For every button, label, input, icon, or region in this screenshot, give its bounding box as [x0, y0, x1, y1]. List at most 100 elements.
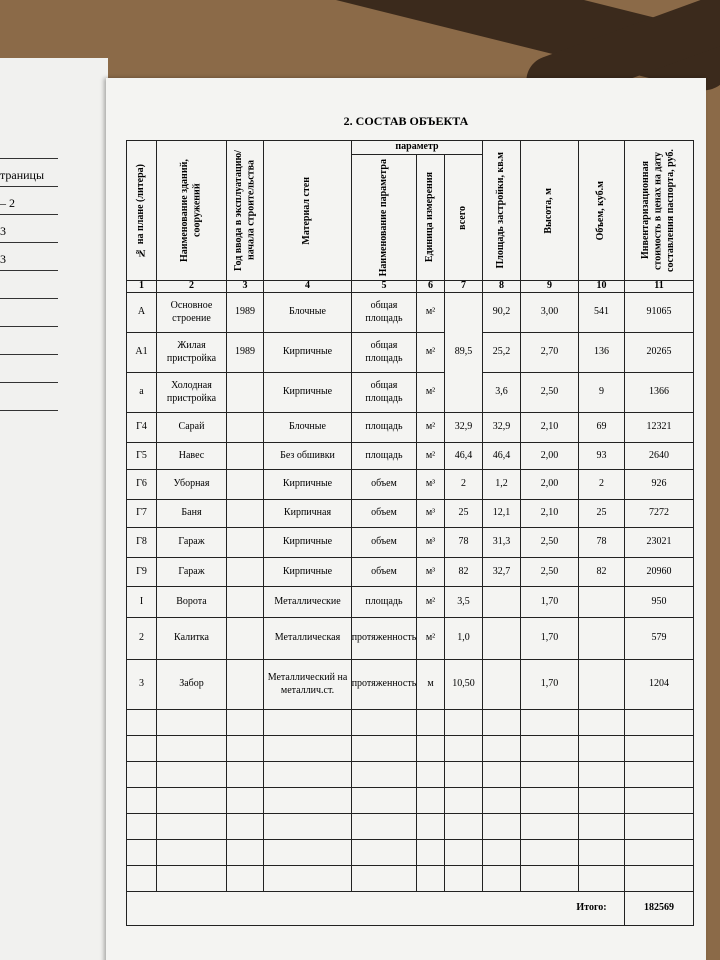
table-cell: протяженность: [351, 617, 417, 660]
table-cell: 926: [624, 469, 694, 500]
table-cell: 32,9: [444, 412, 483, 443]
table-cell: 2,50: [520, 557, 579, 587]
table-cell: 78: [444, 527, 483, 558]
empty-cell: [624, 735, 694, 762]
table-cell: Холодная пристройка: [156, 372, 227, 413]
left-page-text: траницы: [0, 168, 45, 182]
column-header: Единица измерения: [416, 154, 445, 281]
column-header-text: Единица измерения: [424, 172, 436, 263]
table-cell: м³: [416, 557, 445, 587]
rule: [0, 326, 58, 327]
empty-cell: [444, 761, 483, 788]
table-cell: Без обшивки: [263, 442, 352, 470]
total-label: Итого:: [576, 902, 607, 914]
empty-cell: [416, 839, 445, 866]
rule: [0, 186, 58, 187]
empty-cell: [156, 813, 227, 840]
empty-cell: [351, 761, 417, 788]
table-cell: Кирпичные: [263, 469, 352, 500]
table-cell: протяженность: [351, 659, 417, 710]
rule: [0, 214, 58, 215]
column-header: всего: [444, 154, 483, 281]
table-cell: 2: [444, 469, 483, 500]
left-page-text: – 2: [0, 196, 15, 210]
table-cell: 541: [578, 292, 625, 333]
empty-cell: [156, 735, 227, 762]
table-cell: Г7: [126, 499, 157, 528]
table-cell: [226, 617, 264, 660]
table-cell: 82: [444, 557, 483, 587]
empty-cell: [482, 761, 521, 788]
table-cell: 1,70: [520, 617, 579, 660]
table-cell: 93: [578, 442, 625, 470]
empty-cell: [351, 865, 417, 892]
empty-cell: [263, 735, 352, 762]
table-cell: 91065: [624, 292, 694, 333]
table-cell: 1,70: [520, 659, 579, 710]
empty-cell: [156, 761, 227, 788]
empty-cell: [444, 709, 483, 736]
table-cell: 69: [578, 412, 625, 443]
table-cell: площадь: [351, 586, 417, 618]
table-cell: А: [126, 292, 157, 333]
rule: [0, 298, 58, 299]
table-cell: 2: [578, 469, 625, 500]
table-cell: объем: [351, 527, 417, 558]
table-cell: Металлическая: [263, 617, 352, 660]
column-header: № на плане (литера): [126, 140, 157, 281]
table-cell: 20265: [624, 332, 694, 373]
table-cell: 46,4: [482, 442, 521, 470]
table-cell: Основное строение: [156, 292, 227, 333]
empty-cell: [226, 709, 264, 736]
table-cell: Гараж: [156, 557, 227, 587]
table-cell: Г4: [126, 412, 157, 443]
table-cell: Г8: [126, 527, 157, 558]
rule: [0, 382, 58, 383]
column-header: Год ввода в эксплуатацию/начала строител…: [226, 140, 264, 281]
table-cell: Баня: [156, 499, 227, 528]
empty-cell: [444, 787, 483, 814]
table-cell: м²: [416, 586, 445, 618]
table-cell: 1,0: [444, 617, 483, 660]
table-cell: 1,2: [482, 469, 521, 500]
table-cell: I: [126, 586, 157, 618]
table-cell: 9: [578, 372, 625, 413]
table-cell: Кирпичные: [263, 527, 352, 558]
rule: [0, 410, 58, 411]
empty-cell: [226, 865, 264, 892]
empty-cell: [520, 865, 579, 892]
table-cell: Сарай: [156, 412, 227, 443]
table-cell: Кирпичные: [263, 332, 352, 373]
empty-cell: [226, 761, 264, 788]
empty-cell: [482, 839, 521, 866]
empty-cell: [578, 839, 625, 866]
column-header-text: Материал стен: [301, 176, 313, 245]
table-cell: м: [416, 659, 445, 710]
group-header: параметр: [351, 140, 483, 155]
table-cell: 2,10: [520, 499, 579, 528]
table-cell: общая площадь: [351, 292, 417, 333]
column-header: Инвентаризационная стоимость в ценах на …: [624, 140, 694, 281]
empty-cell: [520, 787, 579, 814]
empty-cell: [520, 735, 579, 762]
table-cell: 32,7: [482, 557, 521, 587]
table-cell: 1989: [226, 332, 264, 373]
rule: [0, 354, 58, 355]
table-cell: 78: [578, 527, 625, 558]
left-page-text: 3: [0, 224, 6, 238]
table-cell: 46,4: [444, 442, 483, 470]
table-cell: Г5: [126, 442, 157, 470]
empty-cell: [263, 761, 352, 788]
table-cell: 23021: [624, 527, 694, 558]
table-cell: м²: [416, 372, 445, 413]
rule: [0, 270, 58, 271]
empty-cell: [444, 813, 483, 840]
column-header: Объем, куб.м: [578, 140, 625, 281]
empty-cell: [578, 865, 625, 892]
empty-cell: [263, 839, 352, 866]
empty-cell: [126, 839, 157, 866]
rule: [0, 242, 58, 243]
column-header-text: Объем, куб.м: [595, 180, 607, 241]
table-cell: 2,50: [520, 372, 579, 413]
